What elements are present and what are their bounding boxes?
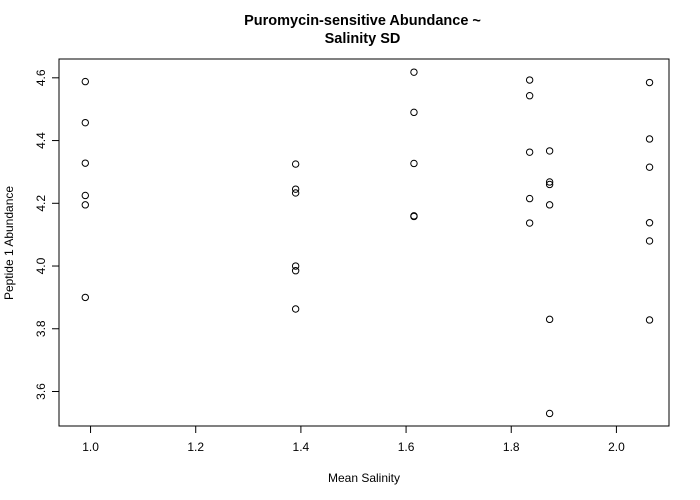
data-point (410, 68, 418, 76)
data-point (525, 194, 534, 203)
data-point (291, 262, 300, 270)
data-point (81, 201, 89, 209)
data-point (525, 148, 534, 156)
data-point (645, 219, 654, 227)
data-point (410, 159, 418, 168)
data-point (291, 305, 300, 313)
data-point (410, 108, 418, 117)
data-point (81, 159, 89, 167)
data-point (291, 267, 300, 275)
x-tick-label: 2.0 (608, 440, 625, 454)
y-tick-label: 4.4 (34, 132, 48, 149)
x-tick-label: 1.8 (503, 440, 520, 454)
data-points (81, 68, 654, 418)
data-point (545, 409, 554, 418)
data-point (410, 212, 418, 221)
x-tick-label: 1.6 (398, 440, 415, 454)
y-tick-label: 4.2 (34, 195, 48, 212)
y-tick-label: 3.6 (34, 383, 48, 400)
data-point (545, 180, 554, 189)
data-point (291, 160, 300, 168)
data-point (291, 189, 300, 197)
x-tick-label: 1.2 (187, 440, 204, 454)
data-point (291, 185, 300, 193)
data-point (81, 191, 89, 200)
data-point (645, 237, 654, 245)
y-tick-label: 3.8 (34, 320, 48, 337)
data-point (545, 178, 554, 186)
x-tick-label: 1.0 (82, 440, 99, 454)
chart-title-line1: Puromycin-sensitive Abundance ~ (244, 13, 481, 29)
data-point (525, 76, 534, 84)
x-tick-label: 1.4 (293, 440, 310, 454)
data-point (81, 77, 89, 86)
data-point (525, 92, 534, 100)
y-tick-label: 4.6 (34, 69, 48, 86)
chart-title-line2: Salinity SD (324, 31, 401, 47)
y-tick-label: 4.0 (34, 257, 48, 274)
plot-frame (58, 58, 670, 427)
x-axis-title: Mean Salinity (328, 471, 400, 485)
x-axis: 1.0 1.2 1.4 1.6 1.8 2.0 (82, 425, 625, 454)
data-point (525, 219, 534, 227)
data-point (645, 316, 654, 324)
data-point (81, 118, 89, 127)
data-point (81, 293, 89, 302)
data-point (545, 315, 554, 324)
data-point (545, 147, 554, 155)
data-point (645, 163, 654, 171)
y-axis: 3.6 3.8 4.0 4.2 4.4 4.6 (34, 69, 60, 400)
data-point (645, 135, 654, 143)
data-point (645, 78, 654, 87)
y-axis-title: Peptide 1 Abundance (2, 186, 16, 300)
data-point (545, 201, 554, 209)
